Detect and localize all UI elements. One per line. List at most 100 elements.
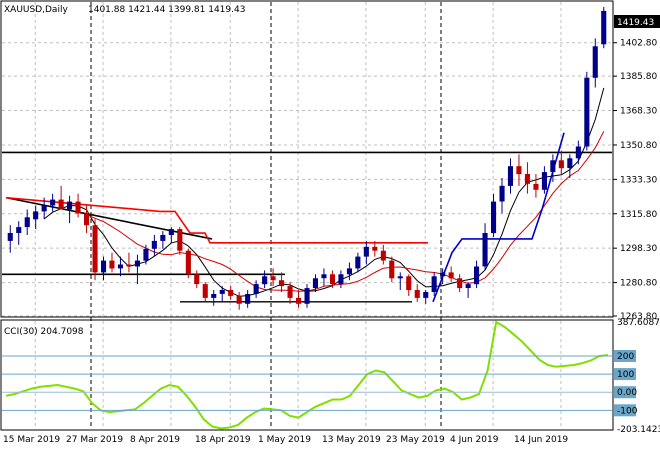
grid (2, 2, 612, 429)
candle-body (524, 174, 530, 184)
candle-body (236, 295, 242, 304)
candle-body (372, 246, 378, 251)
time-tick-label: 23 May 2019 (386, 435, 445, 445)
candle-body (151, 240, 157, 249)
candle-body (440, 272, 446, 277)
candle-body (126, 264, 132, 267)
candle-body (601, 10, 607, 45)
time-tick-label: 4 Jun 2019 (450, 435, 499, 445)
price-tick-label: 1333.30 (620, 175, 657, 185)
candle-body (363, 246, 369, 257)
candle-body (482, 233, 488, 267)
candle-body (177, 229, 183, 251)
candle-body (575, 146, 581, 159)
candle-body (296, 297, 302, 304)
current-price-box (614, 15, 660, 28)
candle-body (431, 276, 437, 292)
candle-body (41, 205, 47, 212)
cci-level-box (614, 404, 636, 417)
cci-tick-label: -100 (617, 406, 638, 416)
candle-body (457, 278, 463, 289)
candle-body (380, 250, 386, 261)
time-axis: 15 Mar 2019 27 Mar 2019 8 Apr 2019 18 Apr 2… (3, 435, 568, 445)
cci-axis: 387.6087 200 100 0.00 -100 -203.1423 (2, 318, 660, 435)
trailing-stop-line (432, 132, 565, 303)
time-tick-label: 18 Apr 2019 (195, 435, 251, 445)
price-tick-label: 1350.80 (620, 141, 657, 151)
candle-body (567, 158, 573, 169)
candle-body (448, 272, 454, 279)
candle-body (550, 160, 556, 173)
cci-level-box (614, 386, 636, 399)
time-tick-label: 13 May 2019 (322, 435, 381, 445)
candle-body (211, 294, 217, 298)
candle-body (270, 276, 276, 281)
candle-body (329, 274, 335, 285)
candle-body (304, 288, 310, 304)
channel-line (5, 196, 428, 244)
candle-body (389, 260, 395, 279)
candle-body (219, 290, 225, 294)
price-tick-label: 1263.80 (620, 312, 657, 322)
candle-body (194, 274, 200, 285)
candle-body (253, 284, 259, 294)
candle-body (474, 266, 480, 285)
candle-body (101, 260, 107, 273)
cci-tick-label: 100 (617, 370, 634, 380)
candle-body (533, 183, 539, 190)
candle-body (423, 292, 429, 298)
cci-level-box (614, 349, 636, 362)
cci-tick-label: 387.6087 (617, 318, 660, 328)
candle-body (465, 284, 471, 288)
cci-level-box (614, 368, 636, 381)
cci-tick-label: 200 (617, 352, 634, 362)
candle-body (279, 280, 285, 287)
candle-body (16, 227, 22, 233)
time-tick-label: 1 May 2019 (258, 435, 311, 445)
candle-body (491, 201, 497, 234)
indicator-name: CCI(30) 204.7098 (4, 327, 84, 337)
cci-tick-label: -203.1423 (617, 425, 660, 435)
price-tick-label: 1280.80 (620, 279, 657, 289)
time-tick-label: 14 Jun 2019 (514, 435, 568, 445)
candle-body (160, 235, 166, 241)
candle-body (287, 286, 293, 298)
price-tick-label: 1298.30 (620, 244, 657, 254)
candle-body (321, 274, 327, 279)
candle-body (50, 199, 56, 206)
candle-body (355, 256, 361, 269)
candle-body (312, 278, 318, 289)
candle-body (507, 166, 513, 186)
candle-body (7, 233, 13, 241)
candle-body (499, 185, 505, 202)
candle-body (406, 276, 412, 291)
cci-series (5, 320, 609, 430)
candle-body (592, 46, 598, 78)
candle-body (245, 294, 251, 304)
candle-body (262, 276, 268, 285)
candle-body (67, 201, 73, 210)
time-tick-label: 15 Mar 2019 (3, 435, 60, 445)
header-symbol: XAUUSD,Daily (4, 5, 68, 15)
candle-body (24, 217, 30, 228)
candle-body (84, 213, 90, 226)
candle-body (58, 199, 64, 210)
indicator-panel-frame (0, 319, 614, 431)
cci-line (5, 320, 609, 430)
candle-body (75, 201, 81, 214)
candle-body (338, 274, 344, 285)
price-tick-label: 1402.80 (620, 39, 657, 49)
candle-body (109, 260, 115, 269)
candle-body (202, 284, 208, 298)
price-tick-label: 1315.80 (620, 210, 657, 220)
cci-tick-label: 0.00 (617, 388, 637, 398)
price-tick-label: 1368.30 (620, 107, 657, 117)
candle-body (516, 166, 522, 175)
moving-average-lines (5, 87, 605, 303)
sma-slow-line (86, 131, 605, 292)
header-ohlc: 1401.88 1421.44 1399.81 1419.43 (88, 5, 245, 15)
candle-body (397, 276, 403, 279)
candle-body (185, 250, 191, 275)
